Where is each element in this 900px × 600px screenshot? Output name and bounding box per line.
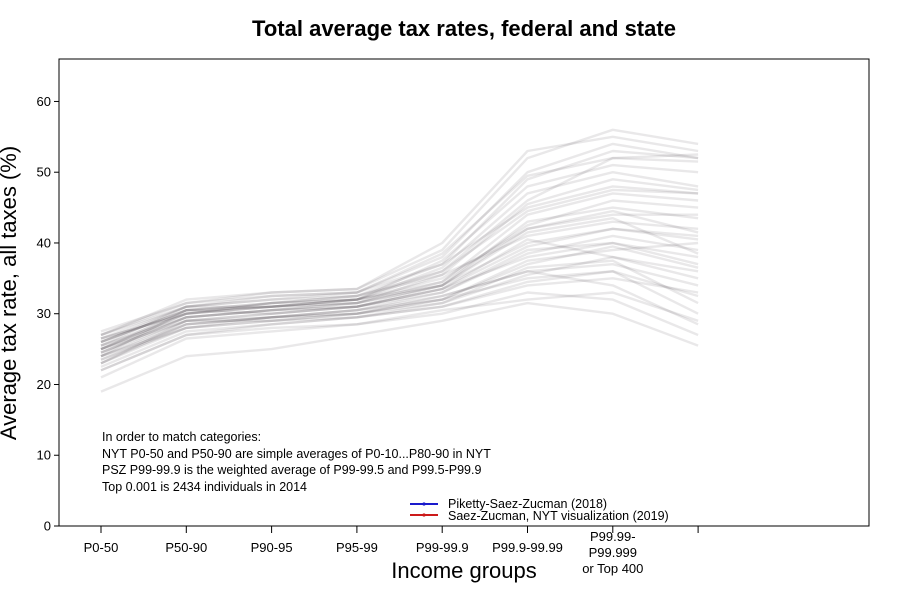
series-line: [100, 142, 699, 337]
series-line: [100, 259, 699, 361]
series-line: [100, 245, 699, 365]
series-line: [100, 170, 699, 340]
series-line: [100, 263, 699, 361]
series-line: [100, 234, 699, 354]
note-line: In order to match categories:: [102, 430, 261, 444]
x-tick-label: P50-90: [165, 540, 207, 555]
series-line: [100, 209, 699, 351]
y-tick-label: 20: [37, 377, 51, 392]
y-tick-label: 0: [44, 519, 51, 534]
note-line: PSZ P99-99.9 is the weighted average of …: [102, 463, 481, 477]
series-line: [100, 241, 699, 351]
series-lines: [100, 128, 699, 393]
series-line: [100, 277, 699, 365]
y-tick-label: 10: [37, 448, 51, 463]
series-line: [100, 213, 699, 347]
series-line: [100, 270, 699, 372]
y-axis: 0 10 20 30 40 50 60: [37, 94, 59, 534]
series-line: [100, 206, 699, 351]
series-line: [100, 241, 699, 365]
series-line: [100, 199, 699, 347]
series-line: [100, 135, 699, 337]
series-line: [100, 270, 699, 358]
legend: Piketty-Saez-Zucman (2018) Saez-Zucman, …: [410, 497, 669, 523]
note-line: NYT P0-50 and P50-90 are simple averages…: [102, 447, 491, 461]
series-line: [100, 192, 699, 351]
series-line: [100, 241, 699, 358]
series-line: [100, 291, 699, 372]
series-line: [100, 220, 699, 347]
note-line: Top 0.001 is 2434 individuals in 2014: [102, 480, 307, 494]
series-line: [100, 149, 699, 340]
series-line: [100, 301, 699, 393]
series-line: [100, 227, 699, 354]
chart-title: Total average tax rates, federal and sta…: [252, 16, 676, 41]
series-line: [100, 238, 699, 358]
y-tick-label: 60: [37, 94, 51, 109]
legend-label-nyt: Saez-Zucman, NYT visualization (2019): [448, 509, 669, 523]
y-tick-label: 30: [37, 306, 51, 321]
series-line: [100, 178, 699, 344]
series-line: [100, 270, 699, 358]
legend-marker-psz: [422, 502, 426, 506]
x-tick-label: P90-95: [251, 540, 293, 555]
y-tick-label: 50: [37, 165, 51, 180]
x-tick-label: P99.99-P99.999 or Top 400: [582, 529, 643, 576]
x-axis: P0-50 P50-90 P90-95 P95-99 P99-99.9 P99.9-99.…: [84, 526, 699, 576]
series-line: [100, 188, 699, 344]
legend-marker-nyt: [422, 513, 426, 517]
series-line: [100, 153, 699, 344]
series-line: [100, 227, 699, 354]
x-tick-label: P95-99: [336, 540, 378, 555]
x-tick-label: P0-50: [84, 540, 119, 555]
series-line: [100, 255, 699, 368]
plot-area-frame: [58, 58, 870, 527]
series-line: [100, 128, 699, 333]
series-line: [100, 291, 699, 379]
y-tick-label: 40: [37, 235, 51, 250]
x-tick-label: P99.9-99.99: [492, 540, 563, 555]
series-line: [100, 156, 699, 337]
series-line: [100, 163, 699, 340]
series-line: [100, 185, 699, 344]
annotation-notes: In order to match categories: NYT P0-50 …: [102, 430, 491, 494]
series-line: [100, 216, 699, 351]
x-axis-title: Income groups: [391, 558, 537, 583]
legend-label-psz: Piketty-Saez-Zucman (2018): [448, 497, 607, 511]
y-axis-title: Average tax rate, all taxes (%): [0, 146, 21, 440]
x-tick-label: P99-99.9: [416, 540, 469, 555]
